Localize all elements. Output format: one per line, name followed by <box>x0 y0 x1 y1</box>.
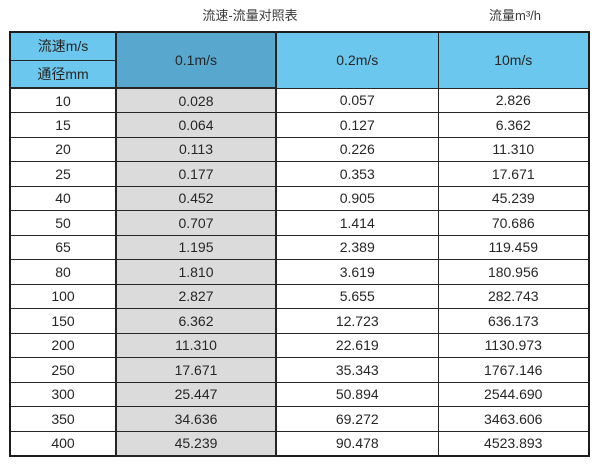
header-row-bottom: 通径mm <box>9 59 589 89</box>
diameter-cell: 100 <box>9 283 117 309</box>
table-row: 400 45.239 90.478 4523.893 <box>9 430 590 457</box>
flow-value-cell: 1767.146 <box>437 357 590 383</box>
flow-value-cell: 0.905 <box>275 185 439 211</box>
corner-cell-diameter: 通径mm <box>9 59 117 89</box>
flow-value-cell: 1130.973 <box>437 332 590 358</box>
flow-value-cell: 4523.893 <box>437 430 590 456</box>
flow-value-cell: 0.127 <box>275 112 439 138</box>
flow-value-cell: 45.239 <box>437 185 590 211</box>
flow-value-cell: 35.343 <box>275 357 439 383</box>
header-row-top: 流速m/s 0.1m/s 0.2m/s 10m/s <box>9 31 590 89</box>
diameter-cell: 10 <box>9 87 117 113</box>
diameter-cell: 400 <box>9 430 117 456</box>
flow-value-cell: 1.195 <box>115 234 277 260</box>
diameter-cell: 250 <box>9 357 117 383</box>
flow-value-cell: 25.447 <box>115 381 277 407</box>
table-row: 50 0.707 1.414 70.686 <box>9 210 590 236</box>
flow-value-cell: 11.310 <box>115 332 277 358</box>
titlebar: 流速-流量对照表 流量m³/h <box>0 0 600 30</box>
diameter-cell: 300 <box>9 381 117 407</box>
flow-value-cell: 22.619 <box>275 332 439 358</box>
flow-value-cell: 0.226 <box>275 136 439 162</box>
flow-value-cell: 6.362 <box>115 308 277 334</box>
column-header-0-1ms: 0.1m/s <box>115 31 277 89</box>
flow-value-cell: 70.686 <box>437 210 590 236</box>
table-row: 150 6.362 12.723 636.173 <box>9 308 590 334</box>
flow-value-cell: 34.636 <box>115 406 277 432</box>
table-row: 80 1.810 3.619 180.956 <box>9 259 590 285</box>
flow-value-cell: 50.894 <box>275 381 439 407</box>
diameter-cell: 350 <box>9 406 117 432</box>
table-row: 200 11.310 22.619 1130.973 <box>9 332 590 358</box>
flow-value-cell: 17.671 <box>115 357 277 383</box>
diameter-cell: 200 <box>9 332 117 358</box>
flow-value-cell: 12.723 <box>275 308 439 334</box>
flow-value-cell: 2.827 <box>115 283 277 309</box>
column-header-0-2ms: 0.2m/s <box>275 31 439 89</box>
corner-cell-velocity: 流速m/s <box>9 31 117 61</box>
flow-value-cell: 0.353 <box>275 161 439 187</box>
table-row: 25 0.177 0.353 17.671 <box>9 161 590 187</box>
diameter-cell: 150 <box>9 308 117 334</box>
flow-value-cell: 0.113 <box>115 136 277 162</box>
flow-value-cell: 1.414 <box>275 210 439 236</box>
diameter-cell: 50 <box>9 210 117 236</box>
flow-value-cell: 90.478 <box>275 430 439 456</box>
flow-value-cell: 0.452 <box>115 185 277 211</box>
diameter-cell: 40 <box>9 185 117 211</box>
flow-value-cell: 636.173 <box>437 308 590 334</box>
flow-value-cell: 0.028 <box>115 87 277 113</box>
table-row: 15 0.064 0.127 6.362 <box>9 112 590 138</box>
flow-value-cell: 2.826 <box>437 87 590 113</box>
table-row: 20 0.113 0.226 11.310 <box>9 136 590 162</box>
flow-value-cell: 2.389 <box>275 234 439 260</box>
diameter-cell: 80 <box>9 259 117 285</box>
flow-value-cell: 0.707 <box>115 210 277 236</box>
table-row: 350 34.636 69.272 3463.606 <box>9 406 590 432</box>
diameter-cell: 15 <box>9 112 117 138</box>
flow-value-cell: 282.743 <box>437 283 590 309</box>
table-row: 65 1.195 2.389 119.459 <box>9 234 590 260</box>
diameter-cell: 25 <box>9 161 117 187</box>
table-row: 10 0.028 0.057 2.826 <box>9 87 590 113</box>
page-title: 流速-流量对照表 <box>202 8 298 23</box>
flow-value-cell: 45.239 <box>115 430 277 457</box>
table-header: 流速m/s 0.1m/s 0.2m/s 10m/s 通径mm <box>9 31 590 89</box>
flow-value-cell: 2544.690 <box>437 381 590 407</box>
diameter-cell: 65 <box>9 234 117 260</box>
flow-value-cell: 180.956 <box>437 259 590 285</box>
column-header-10ms: 10m/s <box>437 31 590 89</box>
flow-value-cell: 3463.606 <box>437 406 590 432</box>
flow-value-cell: 6.362 <box>437 112 590 138</box>
flow-value-cell: 17.671 <box>437 161 590 187</box>
flow-unit-title: 流量m³/h <box>488 8 541 23</box>
flow-value-cell: 0.177 <box>115 161 277 187</box>
table-body: 10 0.028 0.057 2.826 15 0.064 0.127 6.362 20 0.11… <box>9 87 590 457</box>
flow-value-cell: 69.272 <box>275 406 439 432</box>
table-row: 300 25.447 50.894 2544.690 <box>9 381 590 407</box>
flow-value-cell: 3.619 <box>275 259 439 285</box>
table-row: 250 17.671 35.343 1767.146 <box>9 357 590 383</box>
flow-value-cell: 0.057 <box>275 87 439 113</box>
table-row: 40 0.452 0.905 45.239 <box>9 185 590 211</box>
flow-value-cell: 11.310 <box>437 136 590 162</box>
table-row: 100 2.827 5.655 282.743 <box>9 283 590 309</box>
flow-value-cell: 0.064 <box>115 112 277 138</box>
flow-value-cell: 5.655 <box>275 283 439 309</box>
flow-value-cell: 1.810 <box>115 259 277 285</box>
flow-value-cell: 119.459 <box>437 234 590 260</box>
flow-rate-table: 流速m/s 0.1m/s 0.2m/s 10m/s 通径mm 10 0.028 0.… <box>9 31 590 457</box>
diameter-cell: 20 <box>9 136 117 162</box>
